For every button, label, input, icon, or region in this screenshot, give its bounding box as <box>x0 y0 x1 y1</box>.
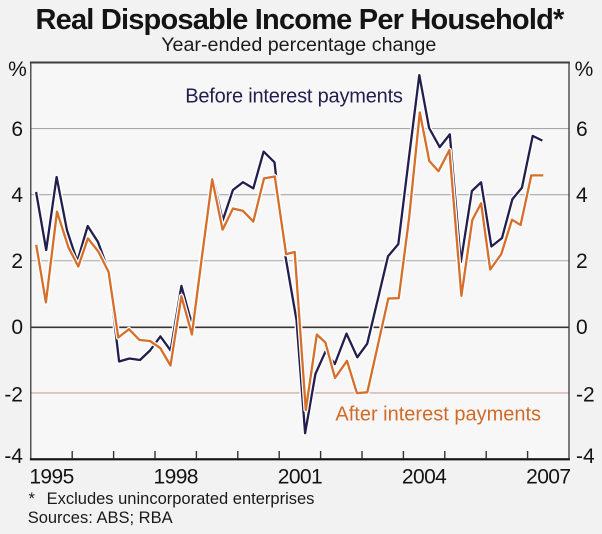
svg-text:-2: -2 <box>4 383 23 406</box>
svg-text:6: 6 <box>11 118 23 141</box>
svg-text:-4: -4 <box>4 445 23 468</box>
svg-text:-2: -2 <box>576 383 595 406</box>
svg-text:-4: -4 <box>576 445 595 468</box>
svg-text:%: % <box>8 58 27 81</box>
svg-text:6: 6 <box>576 118 588 141</box>
svg-text:After interest payments: After interest payments <box>335 403 541 425</box>
svg-text:4: 4 <box>576 184 588 207</box>
svg-text:0: 0 <box>576 316 588 339</box>
svg-text:Real Disposable Income Per Hou: Real Disposable Income Per Household* <box>36 4 566 36</box>
svg-text:%: % <box>575 58 594 81</box>
svg-text:*: * <box>29 490 36 508</box>
svg-text:2: 2 <box>576 250 588 273</box>
svg-text:Sources: ABS; RBA: Sources: ABS; RBA <box>28 509 173 527</box>
svg-text:2004: 2004 <box>402 466 447 489</box>
svg-text:2007: 2007 <box>526 466 570 489</box>
svg-text:2001: 2001 <box>278 466 322 489</box>
svg-text:Excludes unincorporated enterp: Excludes unincorporated enterprises <box>47 490 315 508</box>
svg-text:1995: 1995 <box>29 466 73 489</box>
svg-text:2: 2 <box>11 250 23 273</box>
svg-text:4: 4 <box>11 184 23 207</box>
svg-text:Year-ended percentage change: Year-ended percentage change <box>161 34 436 56</box>
svg-text:1998: 1998 <box>154 466 198 489</box>
svg-text:0: 0 <box>11 316 23 339</box>
svg-text:Before interest payments: Before interest payments <box>185 86 403 108</box>
